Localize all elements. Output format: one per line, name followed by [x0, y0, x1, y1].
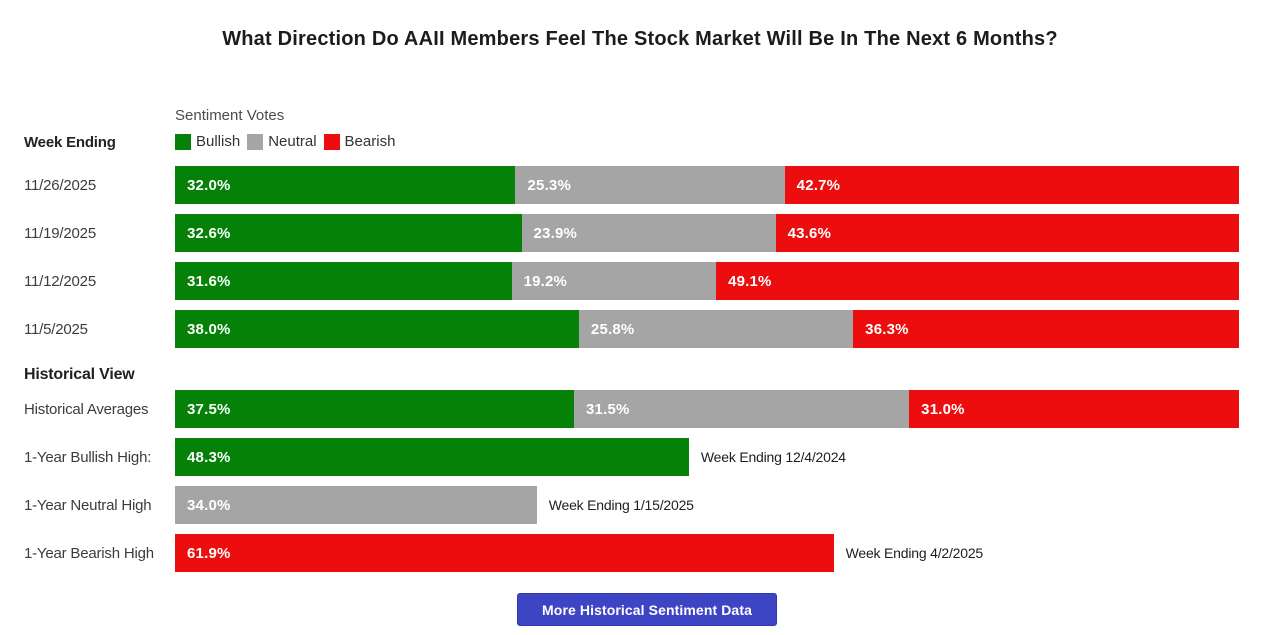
- row-label: 1-Year Neutral High: [24, 496, 152, 514]
- bar-value-label: 38.0%: [187, 320, 231, 338]
- legend-label: Neutral: [268, 133, 317, 150]
- bar-value-label: 36.3%: [865, 320, 909, 338]
- bar-value-label: 43.6%: [787, 224, 832, 242]
- bullish-segment: 32.6%: [175, 214, 522, 252]
- historical-bars-group: Historical Averages 37.5% 31.5% 31.0% 1-Year…: [0, 390, 1239, 582]
- bar-value-label: 42.7%: [796, 176, 841, 194]
- row-label: 1-Year Bearish High: [24, 544, 154, 562]
- bar-value-label: 32.0%: [187, 176, 231, 194]
- historical-view-heading: Historical View: [24, 366, 135, 383]
- bar-annotation: Week Ending 1/15/2025: [548, 497, 694, 513]
- bar-track: 32.6% 23.9% 43.6%: [175, 214, 1239, 252]
- bullish-segment: 37.5%: [175, 390, 574, 428]
- legend-title: Sentiment Votes: [175, 107, 285, 124]
- bar-track: 32.0% 25.3% 42.7%: [175, 166, 1239, 204]
- bearish-segment: 31.0%: [909, 390, 1239, 428]
- row-label: 11/12/2025: [24, 272, 96, 290]
- bar-value-label: 61.9%: [187, 544, 231, 562]
- bar-value-label: 37.5%: [187, 400, 231, 418]
- bar-row: Historical Averages 37.5% 31.5% 31.0%: [0, 390, 1239, 428]
- weekly-bars-group: 11/26/2025 32.0% 25.3% 42.7% 11/19/2025 32.6%…: [0, 166, 1240, 358]
- more-historical-sentiment-data-button[interactable]: More Historical Sentiment Data: [517, 593, 777, 626]
- bar-row: 1-Year Bullish High: 48.3% Week Ending 12/…: [0, 438, 1239, 476]
- neutral-segment: 31.5%: [574, 390, 910, 428]
- bar-row: 11/5/2025 38.0% 25.8% 36.3%: [0, 310, 1239, 348]
- row-label: 11/5/2025: [24, 320, 88, 338]
- bar-track: 38.0% 25.8% 36.3%: [175, 310, 1239, 348]
- bar-value-label: 23.9%: [533, 224, 578, 242]
- neutral-segment: 23.9%: [521, 214, 776, 252]
- bar-annotation: Week Ending 12/4/2024: [700, 449, 846, 465]
- bar-track: 31.6% 19.2% 49.1%: [175, 262, 1240, 300]
- legend-item-neutral: Neutral: [247, 133, 319, 150]
- bar-value-label: 32.6%: [187, 224, 231, 242]
- bar-track: 48.3% Week Ending 12/4/2024: [175, 438, 1239, 476]
- bullish-segment: 38.0%: [175, 310, 579, 348]
- bearish-segment: 43.6%: [775, 214, 1239, 252]
- week-ending-axis-label: Week Ending: [24, 134, 116, 151]
- bar-value-label: 48.3%: [187, 448, 231, 466]
- neutral-swatch-icon: [247, 133, 264, 150]
- row-label: 11/26/2025: [24, 176, 96, 194]
- bar-row: 1-Year Neutral High 34.0% Week Ending 1/15…: [0, 486, 1239, 524]
- row-label: 1-Year Bullish High:: [24, 448, 152, 466]
- bearish-segment: 61.9%: [175, 534, 834, 572]
- neutral-segment: 25.8%: [578, 310, 854, 348]
- bar-track: 34.0% Week Ending 1/15/2025: [175, 486, 1239, 524]
- bar-value-label: 31.6%: [187, 272, 231, 290]
- bar-value-label: 31.0%: [921, 400, 965, 418]
- bearish-segment: 36.3%: [853, 310, 1239, 348]
- bullish-swatch-icon: [175, 133, 191, 150]
- bar-track: 37.5% 31.5% 31.0%: [175, 390, 1239, 428]
- bar-row: 11/26/2025 32.0% 25.3% 42.7%: [0, 166, 1239, 204]
- bar-value-label: 34.0%: [187, 496, 231, 514]
- bar-row: 11/19/2025 32.6% 23.9% 43.6%: [0, 214, 1239, 252]
- legend-label: Bearish: [344, 133, 396, 150]
- legend-items: Bullish Neutral Bearish: [175, 133, 402, 150]
- legend-item-bullish: Bullish: [175, 133, 243, 150]
- bar-value-label: 49.1%: [728, 272, 772, 290]
- row-label: Historical Averages: [24, 400, 149, 418]
- bullish-segment: 48.3%: [175, 438, 689, 476]
- row-label: 11/19/2025: [24, 224, 96, 242]
- bar-track: 61.9% Week Ending 4/2/2025: [175, 534, 1239, 572]
- bar-annotation: Week Ending 4/2/2025: [845, 545, 984, 561]
- bar-value-label: 19.2%: [523, 272, 568, 290]
- neutral-segment: 19.2%: [511, 262, 717, 300]
- page-title: What Direction Do AAII Members Feel The …: [222, 28, 1058, 50]
- bullish-segment: 32.0%: [175, 166, 516, 204]
- neutral-segment: 25.3%: [515, 166, 785, 204]
- legend-item-bearish: Bearish: [323, 133, 399, 150]
- bar-value-label: 31.5%: [586, 400, 630, 418]
- bearish-segment: 49.1%: [716, 262, 1240, 300]
- bar-row: 11/12/2025 31.6% 19.2% 49.1%: [0, 262, 1240, 300]
- legend: Sentiment Votes Bullish Neutral Bearish: [175, 107, 402, 150]
- neutral-segment: 34.0%: [175, 486, 537, 524]
- bullish-segment: 31.6%: [175, 262, 512, 300]
- bearish-segment: 42.7%: [784, 166, 1239, 204]
- legend-label: Bullish: [196, 133, 241, 150]
- bearish-swatch-icon: [323, 133, 340, 150]
- bar-value-label: 25.8%: [590, 320, 635, 338]
- bar-value-label: 25.3%: [527, 176, 572, 194]
- bar-row: 1-Year Bearish High 61.9% Week Ending 4/2/…: [0, 534, 1239, 572]
